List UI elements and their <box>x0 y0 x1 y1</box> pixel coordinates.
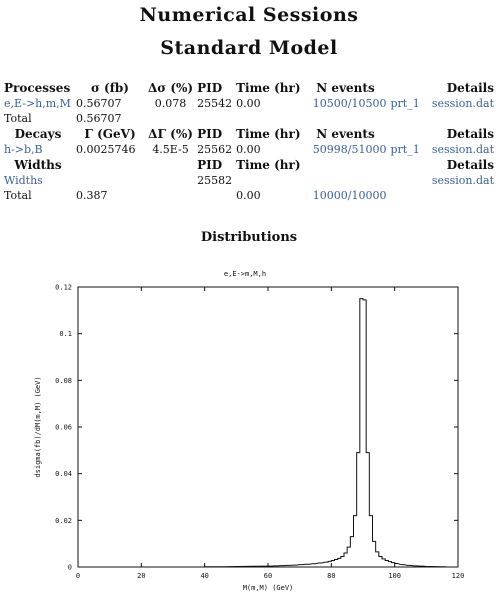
distributions-heading: Distributions <box>200 230 298 245</box>
gamma-header: Γ (GeV) <box>84 127 136 141</box>
table-row: Total 0.56707 <box>2 111 496 126</box>
time-value: 0.00 <box>236 97 261 110</box>
prt-link[interactable]: prt_1 <box>390 97 420 110</box>
details-header: Details <box>446 127 494 141</box>
widths-link[interactable]: Widths <box>4 174 43 187</box>
table-row: e,E->h,m,M 0.56707 0.078 25542 0.00 1050… <box>2 96 496 111</box>
total-label: Total <box>4 112 32 125</box>
decays-header: Decays <box>14 127 62 141</box>
distribution-chart: e,E->m,M,h 0 20 40 60 80 100 120 0 0.02 0.04 0.06 0… <box>34 270 465 592</box>
y-axis-label: dsigma(fb)/dM(m,M) (GeV) <box>34 376 42 477</box>
session-link[interactable]: session.dat <box>431 143 494 156</box>
sigma-header: σ (fb) <box>91 81 129 95</box>
time-header: Time (hr) <box>236 127 301 141</box>
decays-header-row: Decays Γ (GeV) ΔΓ (%) PID Time (hr) N ev… <box>2 126 496 142</box>
pid-header: PID <box>197 81 223 95</box>
y-tick-label: 0.04 <box>55 470 72 478</box>
widths-header-row: Widths PID Time (hr) Details <box>2 157 496 173</box>
x-tick-label: 40 <box>200 572 208 580</box>
details-header: Details <box>446 81 494 95</box>
pid-header: PID <box>197 127 223 141</box>
decay-link[interactable]: h->b,B <box>4 143 43 156</box>
x-tick-label: 120 <box>452 572 465 580</box>
y-tick-label: 0 <box>68 564 72 572</box>
histogram-line <box>204 298 446 568</box>
y-tick-label: 0.08 <box>55 377 72 385</box>
total-label: Total <box>4 189 32 202</box>
sigma-value: 0.56707 <box>76 97 122 110</box>
time-value: 0.00 <box>236 143 261 156</box>
pid-value: 25562 <box>197 143 233 156</box>
nevents-link[interactable]: 10000/10000 <box>312 189 387 202</box>
pid-value: 25582 <box>197 174 233 187</box>
gamma-error: 4.5E-5 <box>152 143 189 156</box>
processes-header: Processes <box>4 81 71 95</box>
nevents-link[interactable]: 10500/10500 <box>312 97 387 110</box>
chart-title: e,E->m,M,h <box>224 270 266 278</box>
process-link[interactable]: e,E->h,m,M <box>4 97 71 110</box>
pid-header: PID <box>197 158 223 172</box>
session-link[interactable]: session.dat <box>431 174 494 187</box>
gamma-value: 0.0025746 <box>76 143 136 156</box>
nevents-header: N events <box>316 127 375 141</box>
table-row: Widths 25582 session.dat <box>2 173 496 188</box>
session-link[interactable]: session.dat <box>431 97 494 110</box>
gamma-error-header: ΔΓ (%) <box>148 127 193 141</box>
sigma-error-header: Δσ (%) <box>148 81 194 95</box>
pid-value: 25542 <box>197 97 233 110</box>
y-tick-label: 0.02 <box>55 517 72 525</box>
widths-header: Widths <box>14 158 62 172</box>
plot-frame <box>77 286 459 568</box>
model-title: Standard Model <box>160 37 338 59</box>
table-row: Total 0.387 0.00 10000/10000 <box>2 188 496 203</box>
total-value: 0.56707 <box>76 112 122 125</box>
y-tick-label: 0.06 <box>55 424 72 432</box>
y-tick-label: 0.1 <box>59 330 72 338</box>
nevents-header: N events <box>316 81 375 95</box>
x-tick-label: 100 <box>388 572 401 580</box>
table-row: h->b,B 0.0025746 4.5E-5 25562 0.00 50998… <box>2 142 496 157</box>
x-tick-label: 20 <box>137 572 145 580</box>
x-tick-label: 0 <box>76 572 80 580</box>
processes-header-row: Processes σ (fb) Δσ (%) PID Time (hr) N … <box>2 80 496 96</box>
time-header: Time (hr) <box>236 158 301 172</box>
time-header: Time (hr) <box>236 81 301 95</box>
x-tick-label: 80 <box>327 572 335 580</box>
x-axis-label: M(m,M) (GeV) <box>243 584 294 592</box>
results-table: Processes σ (fb) Δσ (%) PID Time (hr) N … <box>2 80 496 203</box>
sigma-error: 0.078 <box>154 97 187 110</box>
nevents-link[interactable]: 50998/51000 <box>312 143 387 156</box>
page-title: Numerical Sessions <box>139 4 359 26</box>
details-header: Details <box>446 158 494 172</box>
y-tick-label: 0.12 <box>55 284 72 292</box>
total-value: 0.387 <box>76 189 108 202</box>
prt-link[interactable]: prt_1 <box>390 143 420 156</box>
x-tick-label: 60 <box>264 572 272 580</box>
time-value: 0.00 <box>236 189 261 202</box>
